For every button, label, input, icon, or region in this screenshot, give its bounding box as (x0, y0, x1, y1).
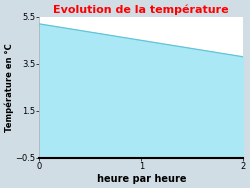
X-axis label: heure par heure: heure par heure (96, 174, 186, 184)
Y-axis label: Température en °C: Température en °C (4, 43, 14, 132)
Title: Evolution de la température: Evolution de la température (54, 4, 229, 15)
